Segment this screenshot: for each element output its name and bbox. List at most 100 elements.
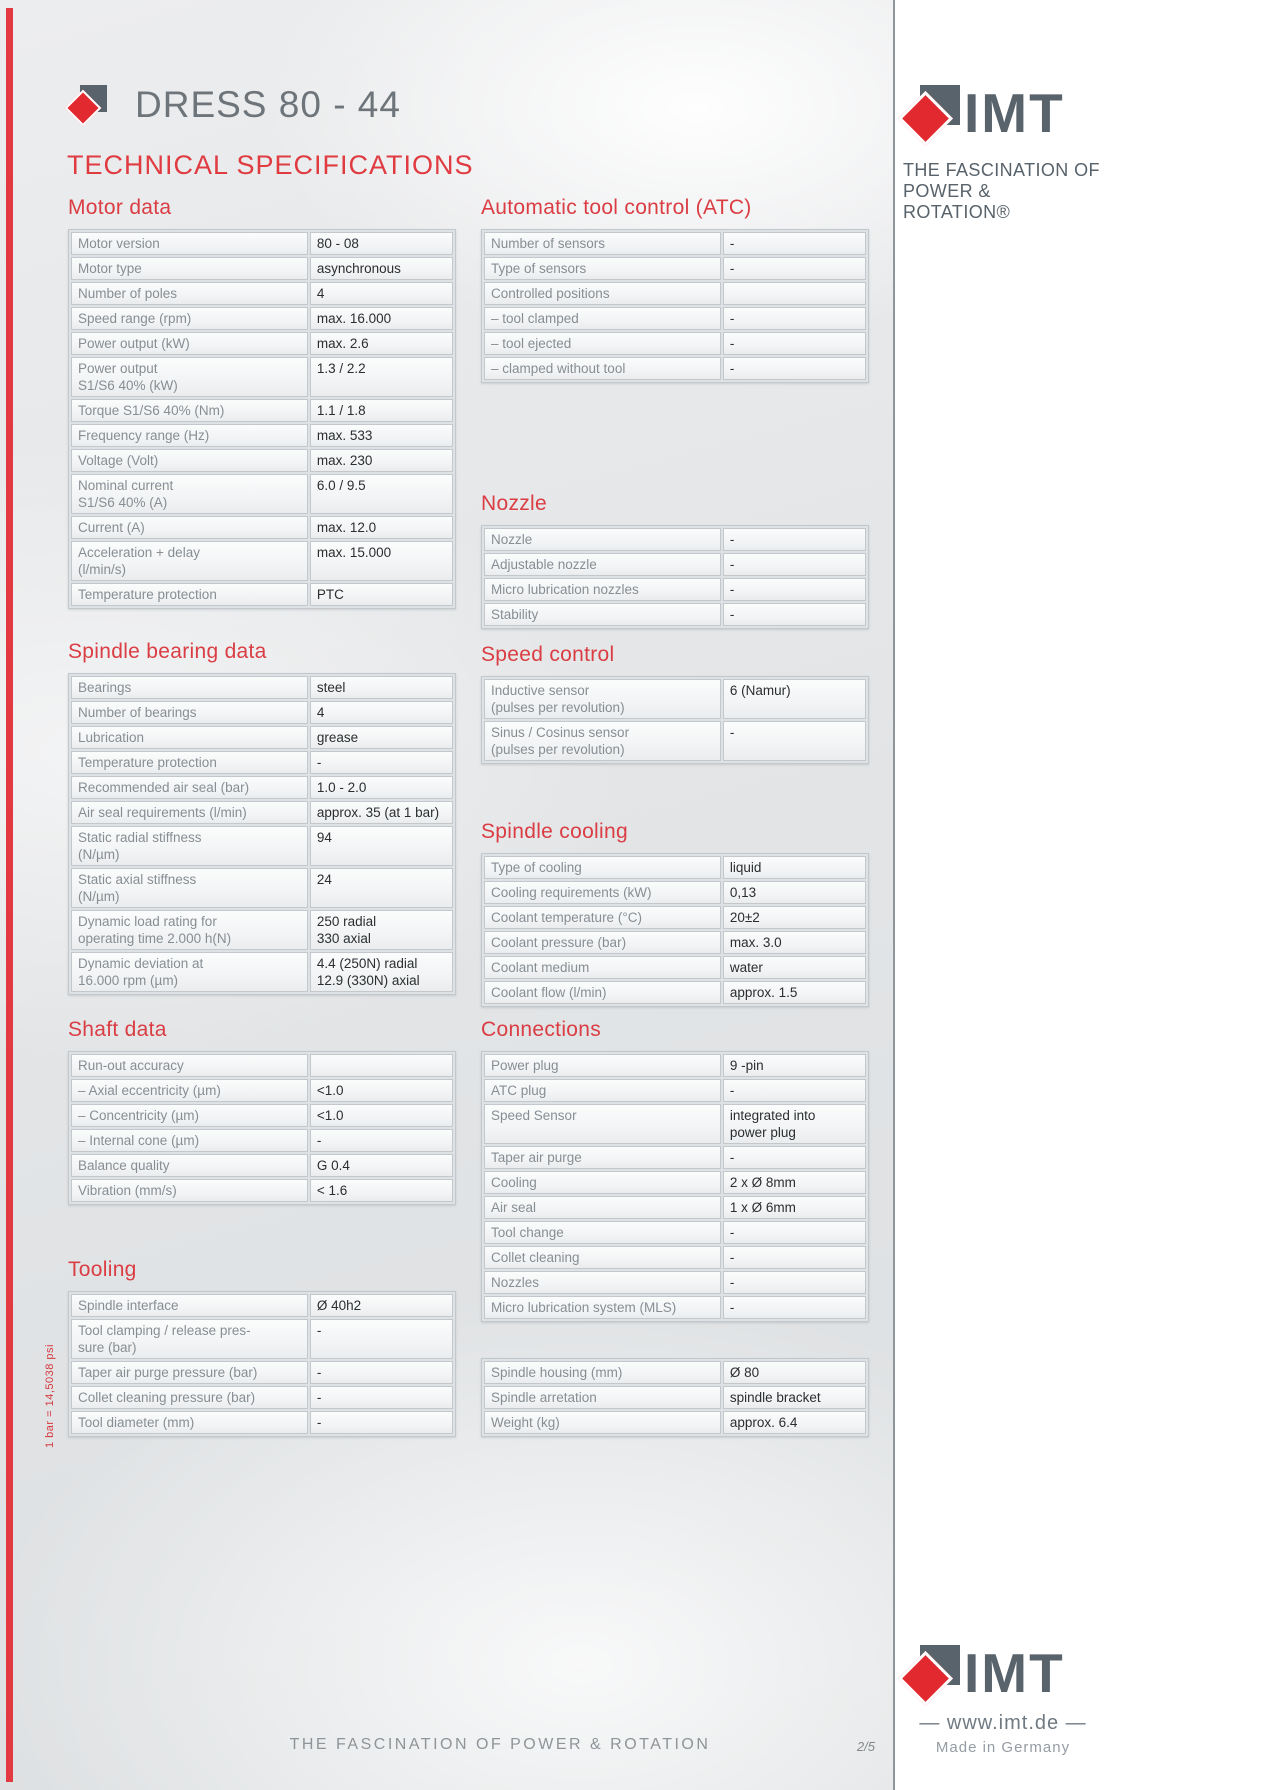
spec-section: Speed control Inductive sensor (pulses pe… [481,643,869,764]
row-value: grease [309,726,453,749]
row-value: approx. 35 (at 1 bar) [309,801,453,824]
table-row: Current (A) max. 12.0 [71,516,453,539]
table-row: Air seal 1 x Ø 6mm [484,1196,866,1219]
row-label: Static radial stiffness (N/µm) [71,826,308,866]
table-row: Cooling 2 x Ø 8mm [484,1171,866,1194]
row-value: - [309,1386,453,1409]
row-value: - [722,1079,866,1102]
table-row: Coolant temperature (°C) 20±2 [484,906,866,929]
table-row: ATC plug - [484,1079,866,1102]
page-number: 2/5 [856,1739,875,1754]
row-label: Speed range (rpm) [71,307,308,330]
table-row: Collet cleaning pressure (bar) - [71,1386,453,1409]
table-row: Tool clamping / release pres- sure (bar)… [71,1319,453,1359]
table-row: Adjustable nozzle - [484,553,866,576]
section-title: Shaft data [68,1018,167,1041]
row-value: integrated into power plug [722,1104,866,1144]
table-row: Static radial stiffness (N/µm) 94 [71,826,453,866]
table-row: Spindle housing (mm) Ø 80 [484,1361,866,1384]
spec-table: Motor version 80 - 08 Motor type asynchrono… [68,229,456,609]
table-row: Weight (kg) approx. 6.4 [484,1411,866,1434]
row-value: - [722,1246,866,1269]
row-label: Taper air purge [484,1146,721,1169]
right-sidebar [895,0,1276,1790]
row-label: – tool clamped [484,307,721,330]
row-label: Taper air purge pressure (bar) [71,1361,308,1384]
row-label: ATC plug [484,1079,721,1102]
row-label: – Internal cone (µm) [71,1129,308,1152]
table-row: Micro lubrication nozzles - [484,578,866,601]
table-row: Spindle arretation spindle bracket [484,1386,866,1409]
row-value: - [722,257,866,280]
table-row: Number of poles 4 [71,282,453,305]
table-row: Collet cleaning - [484,1246,866,1269]
row-value: 0,13 [722,881,866,904]
row-label: Dynamic load rating for operating time 2… [71,910,308,950]
row-value: 20±2 [722,906,866,929]
spec-table: Nozzle - Adjustable nozzle - Micro lubricati… [481,525,869,629]
table-row: Controlled positions [484,282,866,305]
table-row: Power output (kW) max. 2.6 [71,332,453,355]
row-value: Ø 40h2 [309,1294,453,1317]
row-value: 6.0 / 9.5 [309,474,453,514]
row-value: liquid [722,856,866,879]
row-value: - [722,553,866,576]
row-label: Voltage (Volt) [71,449,308,472]
row-value: - [722,721,866,761]
section-title: Automatic tool control (ATC) [481,196,752,219]
row-label: Adjustable nozzle [484,553,721,576]
row-value: G 0.4 [309,1154,453,1177]
row-label: – clamped without tool [484,357,721,380]
row-value: - [722,603,866,626]
row-label: Nozzle [484,528,721,551]
row-value: 24 [309,868,453,908]
table-row: – Concentricity (µm) <1.0 [71,1104,453,1127]
table-row: Tool change - [484,1221,866,1244]
spec-section: Nozzle Nozzle - Adjustable nozzle - Micro lub… [481,492,869,629]
table-row: Taper air purge pressure (bar) - [71,1361,453,1384]
table-row: Run-out accuracy [71,1054,453,1077]
row-label: Controlled positions [484,282,721,305]
table-row: Spindle interface Ø 40h2 [71,1294,453,1317]
table-row: Static axial stiffness (N/µm) 24 [71,868,453,908]
spec-table: Power plug 9 -pin ATC plug - Speed Sensor int… [481,1051,869,1322]
table-row: Power output S1/S6 40% (kW) 1.3 / 2.2 [71,357,453,397]
row-label: Air seal [484,1196,721,1219]
row-label: Frequency range (Hz) [71,424,308,447]
imt-diamond-icon [897,1645,960,1707]
row-label: Sinus / Cosinus sensor (pulses per revol… [484,721,721,761]
table-row: Balance quality G 0.4 [71,1154,453,1177]
table-row: Nozzles - [484,1271,866,1294]
row-value: 1.3 / 2.2 [309,357,453,397]
row-label: Tool change [484,1221,721,1244]
row-label: Power plug [484,1054,721,1077]
spec-table: Bearings steel Number of bearings 4 Lubricat… [68,673,456,995]
row-label: Torque S1/S6 40% (Nm) [71,399,308,422]
row-value: <1.0 [309,1079,453,1102]
right-spec-column: Automatic tool control (ATC) Number of se… [481,196,869,1437]
made-in-germany-label: Made in Germany [935,1739,1071,1756]
row-label: Nozzles [484,1271,721,1294]
row-value: 250 radial 330 axial [309,910,453,950]
table-row: Type of cooling liquid [484,856,866,879]
row-value: max. 15.000 [309,541,453,581]
row-value: steel [309,676,453,699]
table-row: Air seal requirements (l/min) approx. 35 … [71,801,453,824]
table-row: – tool ejected - [484,332,866,355]
row-value: 4 [309,282,453,305]
row-label: Spindle arretation [484,1386,721,1409]
table-row: Voltage (Volt) max. 230 [71,449,453,472]
row-value: - [309,751,453,774]
vertical-divider [893,0,895,1790]
row-value: spindle bracket [722,1386,866,1409]
table-row: Vibration (mm/s) < 1.6 [71,1179,453,1202]
row-label: Temperature protection [71,751,308,774]
row-value: 1 x Ø 6mm [722,1196,866,1219]
row-value: - [722,1221,866,1244]
row-value: 2 x Ø 8mm [722,1171,866,1194]
spec-table: Type of cooling liquid Cooling requirement… [481,853,869,1007]
table-row: Micro lubrication system (MLS) - [484,1296,866,1319]
page-subtitle: TECHNICAL SPECIFICATIONS [67,150,474,180]
row-label: Collet cleaning pressure (bar) [71,1386,308,1409]
